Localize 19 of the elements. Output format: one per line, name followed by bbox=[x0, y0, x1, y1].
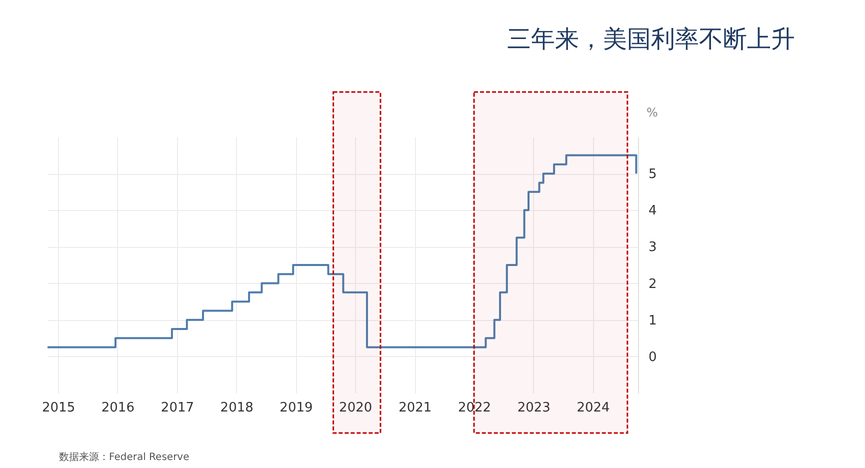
chart-title: 三年来，美国利率不断上升 bbox=[507, 25, 795, 53]
x-tick-label: 2022 bbox=[458, 400, 492, 416]
y-tick-label: 5 bbox=[648, 167, 657, 182]
x-tick-label: 2017 bbox=[160, 400, 194, 416]
x-tick-label: 2024 bbox=[576, 400, 610, 416]
x-tick-label: 2018 bbox=[220, 400, 254, 416]
y-tick-label: 4 bbox=[648, 204, 657, 219]
y-axis-title: % bbox=[646, 106, 658, 120]
x-tick-label: 2016 bbox=[101, 400, 134, 416]
x-tick-label: 2019 bbox=[280, 400, 313, 416]
x-tick-label: 2020 bbox=[339, 400, 372, 416]
y-tick-label: 2 bbox=[648, 276, 657, 292]
y-tick-label: 0 bbox=[648, 350, 657, 365]
source-note: 数据来源：Federal Reserve bbox=[59, 451, 190, 463]
x-tick-label: 2023 bbox=[517, 400, 550, 416]
x-tick-label: 2021 bbox=[398, 400, 432, 416]
y-tick-label: 3 bbox=[648, 240, 657, 256]
x-tick-label: 2015 bbox=[42, 400, 76, 416]
y-tick-label: 1 bbox=[648, 313, 657, 328]
